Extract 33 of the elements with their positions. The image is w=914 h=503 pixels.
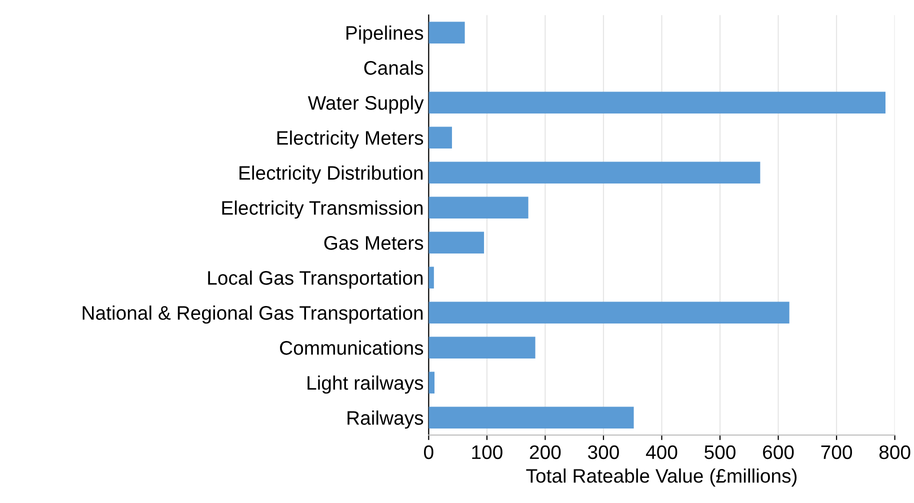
y-tick-label: Electricity Meters xyxy=(277,130,424,149)
y-tick-label: Canals xyxy=(364,60,424,75)
bar xyxy=(428,232,484,254)
y-tick-label: Water Supply xyxy=(308,96,424,114)
y-tick-label: Pipelines xyxy=(346,26,424,44)
x-tick-label: 400 xyxy=(646,445,678,460)
y-tick-label: Railways xyxy=(348,410,424,429)
bar xyxy=(428,126,452,148)
x-axis-title: Total Rateable Value (£millions) xyxy=(526,468,797,487)
x-tick-label: 300 xyxy=(588,445,619,460)
x-tick-label: 200 xyxy=(530,445,561,460)
bar xyxy=(428,336,536,358)
bar xyxy=(428,372,434,394)
bar xyxy=(428,22,465,44)
x-tick-label: 500 xyxy=(704,445,736,460)
x-tick-label: 700 xyxy=(821,445,852,460)
y-tick-label: Gas Meters xyxy=(324,236,424,250)
y-tick-label: Light railways xyxy=(308,376,424,394)
x-tick-label: 0 xyxy=(424,445,434,460)
x-tick-label: 800 xyxy=(879,445,910,460)
y-tick-label: Communications xyxy=(280,340,424,355)
x-tick-label: 100 xyxy=(472,445,502,460)
y-tick-label: National & Regional Gas Transportation xyxy=(82,306,423,324)
bar xyxy=(428,92,886,114)
bar xyxy=(428,266,434,288)
y-tick-label: Local Gas Transportation xyxy=(208,270,423,289)
bar xyxy=(428,302,790,324)
bar xyxy=(428,196,528,218)
bar xyxy=(428,162,760,184)
x-tick-label: 600 xyxy=(763,445,794,460)
bar xyxy=(428,406,634,428)
y-tick-label: Electricity Transmission xyxy=(222,200,423,219)
y-tick-label: Electricity Distribution xyxy=(240,166,423,184)
